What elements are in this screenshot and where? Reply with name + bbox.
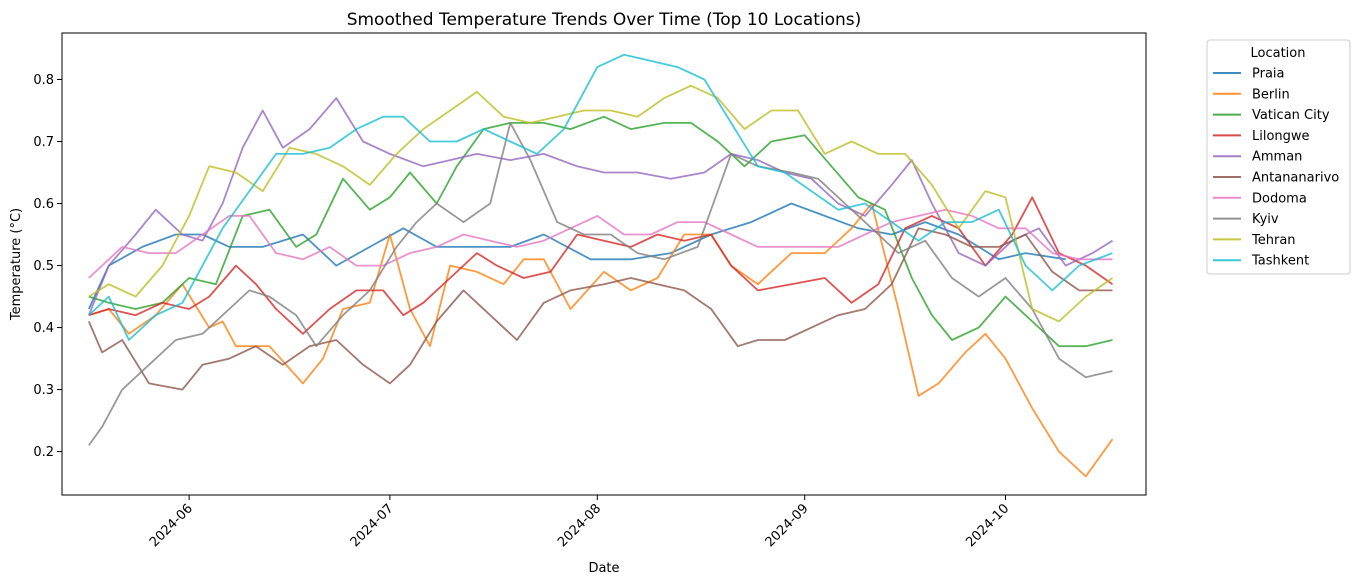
legend-label: Vatican City — [1252, 108, 1330, 123]
legend-label: Lilongwe — [1252, 129, 1310, 144]
legend-label: Kyiv — [1252, 212, 1279, 227]
x-tick-label: 2024-09 — [763, 501, 812, 550]
x-tick-label: 2024-08 — [555, 501, 604, 550]
plot-frame — [61, 32, 1147, 496]
series-line-berlin — [88, 202, 1114, 478]
legend-label: Berlin — [1252, 87, 1290, 102]
legend-items: Praia Berlin Vatican City Lilongwe Amman Anta… — [1213, 67, 1339, 269]
y-tick-label: 0.4 — [33, 321, 54, 336]
series-line-tashkent — [88, 53, 1113, 341]
plot-lines — [87, 53, 1114, 478]
y-axis: 0.2 0.3 0.4 0.5 0.6 0.7 0.8 — [33, 73, 62, 460]
legend-label: Amman — [1252, 150, 1302, 165]
series-line-vatican-city — [88, 115, 1113, 348]
legend-title: Location — [1251, 46, 1306, 61]
y-tick-label: 0.6 — [33, 197, 54, 212]
legend-label: Praia — [1252, 67, 1285, 82]
x-axis: 2024-06 2024-07 2024-08 2024-09 2024-10 — [147, 495, 1012, 550]
y-tick-label: 0.3 — [33, 383, 54, 398]
series-line-tehran — [88, 84, 1114, 323]
x-tick-label: 2024-10 — [963, 501, 1012, 550]
y-tick-label: 0.7 — [33, 135, 54, 150]
legend-label: Dodoma — [1252, 191, 1307, 206]
chart-title: Smoothed Temperature Trends Over Time (T… — [347, 10, 862, 30]
x-tick-label: 2024-06 — [147, 501, 196, 550]
x-axis-label: Date — [588, 561, 619, 576]
legend-label: Antananarivo — [1252, 171, 1339, 186]
series-line-dodoma — [88, 208, 1113, 279]
y-tick-label: 0.2 — [33, 445, 54, 460]
x-tick-label: 2024-07 — [348, 501, 397, 550]
legend-label: Tashkent — [1251, 254, 1309, 269]
series-line-amman — [87, 97, 1113, 316]
series-line-kyiv — [88, 122, 1113, 446]
y-tick-label: 0.5 — [33, 259, 54, 274]
legend-box — [1206, 39, 1351, 275]
y-tick-label: 0.8 — [33, 73, 54, 88]
legend-label: Tehran — [1251, 233, 1296, 248]
legend: Location Praia Berlin Vatican City Lilongwe… — [1206, 39, 1351, 275]
y-axis-label: Temperature (°C) — [9, 208, 24, 321]
